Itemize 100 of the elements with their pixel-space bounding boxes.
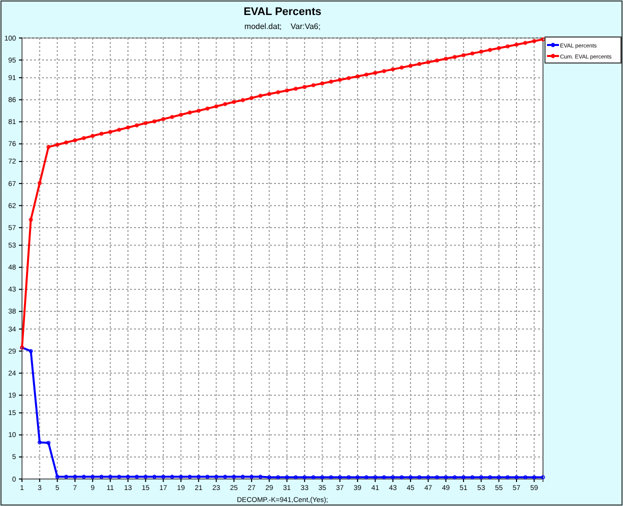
point: [90, 134, 95, 138]
point: [470, 475, 474, 480]
point: [408, 64, 413, 68]
point: [400, 475, 404, 480]
point: [444, 475, 448, 480]
point: [514, 42, 519, 47]
point: [506, 44, 510, 48]
point: [188, 110, 192, 115]
point: [390, 67, 395, 72]
point: [90, 474, 95, 479]
point: [284, 475, 289, 480]
point: [205, 106, 210, 111]
point: [346, 76, 351, 80]
point: [462, 53, 466, 58]
point: [134, 123, 139, 128]
point: [294, 475, 298, 480]
point: [462, 475, 466, 480]
point: [117, 128, 122, 132]
point: [311, 475, 316, 480]
point: [38, 440, 42, 444]
chart-subtitle: model.dat; Var:Va6;: [244, 22, 321, 31]
point: [196, 108, 201, 113]
point: [408, 475, 413, 480]
point: [126, 474, 130, 479]
point: [152, 474, 156, 479]
point: [382, 475, 386, 480]
point: [258, 474, 262, 479]
point: [82, 136, 86, 140]
point: [99, 474, 104, 479]
point: [320, 81, 324, 86]
point: [55, 142, 60, 147]
point: [523, 475, 528, 480]
point: [329, 475, 334, 480]
point: [356, 74, 360, 78]
point: [134, 474, 139, 479]
point: [532, 475, 536, 480]
point: [373, 70, 378, 75]
point: [161, 117, 166, 122]
point: [144, 474, 148, 479]
point: [435, 475, 440, 480]
point: [99, 132, 104, 136]
point: [46, 440, 50, 445]
point: [346, 475, 351, 480]
point: [232, 474, 236, 479]
point: [532, 39, 536, 44]
point: [514, 475, 519, 480]
point: [276, 90, 280, 94]
point: [417, 475, 422, 480]
point: [64, 140, 68, 145]
point: [452, 475, 457, 480]
point: [28, 349, 33, 354]
point: [426, 475, 430, 480]
point: [250, 96, 254, 100]
point: [329, 80, 334, 84]
point: [250, 474, 254, 479]
point: [205, 474, 210, 479]
point: [117, 474, 122, 479]
point: [400, 66, 404, 70]
point: [284, 88, 289, 92]
point: [523, 40, 528, 45]
point: [479, 475, 484, 480]
point: [435, 58, 440, 62]
point: [64, 474, 68, 479]
point: [258, 94, 262, 98]
point: [426, 60, 430, 64]
point: [320, 475, 324, 480]
point: [152, 119, 156, 124]
point: [170, 114, 174, 119]
point: [311, 83, 316, 88]
point: [496, 475, 501, 480]
point: [82, 474, 86, 479]
point: [479, 50, 484, 54]
point: [276, 475, 280, 480]
point: [452, 54, 457, 59]
point: [338, 475, 342, 480]
point: [38, 181, 42, 186]
point: [356, 475, 360, 480]
point: [108, 130, 112, 134]
point: [144, 121, 148, 126]
point: [170, 474, 174, 479]
point: [161, 474, 166, 479]
point: [302, 475, 307, 480]
point: [55, 474, 60, 479]
point: [390, 475, 395, 480]
point: [72, 474, 77, 479]
point: [488, 48, 492, 52]
point: [541, 475, 545, 480]
point: [302, 84, 307, 89]
point: [364, 475, 368, 480]
point: [72, 138, 77, 142]
point: [196, 474, 201, 479]
point: [214, 474, 218, 479]
point: [223, 474, 228, 479]
point: [417, 62, 422, 66]
point: [488, 475, 492, 480]
point: [232, 100, 236, 104]
point: [382, 69, 386, 74]
point: [46, 144, 50, 149]
point: [541, 37, 545, 42]
point: [240, 98, 245, 102]
